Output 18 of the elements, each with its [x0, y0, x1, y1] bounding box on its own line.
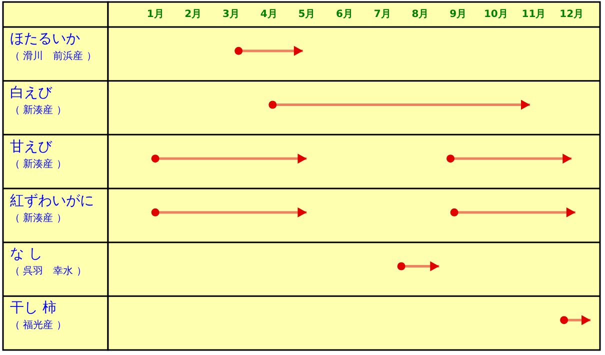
x-tick-label: 8月 — [412, 9, 429, 20]
y-tick-label: 白えび（ 新湊産 ） — [10, 84, 68, 118]
x-tick-label: 1月 — [146, 9, 164, 20]
x-tick-label: 7月 — [374, 9, 391, 20]
x-tick-label: 2月 — [184, 9, 202, 20]
y-tick-label: 甘えび（ 新湊産 ） — [10, 138, 68, 172]
y-tick-label: 干し 柿（ 福光産 ） — [10, 300, 68, 334]
x-tick-label: 10月 — [484, 9, 508, 20]
y-tick-label: ほたるいか（ 滑川 前浜産 ） — [10, 31, 98, 64]
x-tick-label: 4月 — [260, 9, 278, 20]
y-tick-label: な し（ 呉羽 幸水 ） — [10, 246, 88, 280]
x-tick-label: 12月 — [560, 9, 584, 20]
x-tick-label: 9月 — [450, 9, 467, 20]
y-tick-label: 紅ずわいがに（ 新湊産 ） — [10, 192, 95, 226]
x-tick-label: 3月 — [222, 9, 240, 20]
x-tick-label: 6月 — [336, 9, 354, 20]
x-tick-label: 11月 — [522, 9, 546, 20]
x-tick-label: 5月 — [298, 9, 316, 20]
